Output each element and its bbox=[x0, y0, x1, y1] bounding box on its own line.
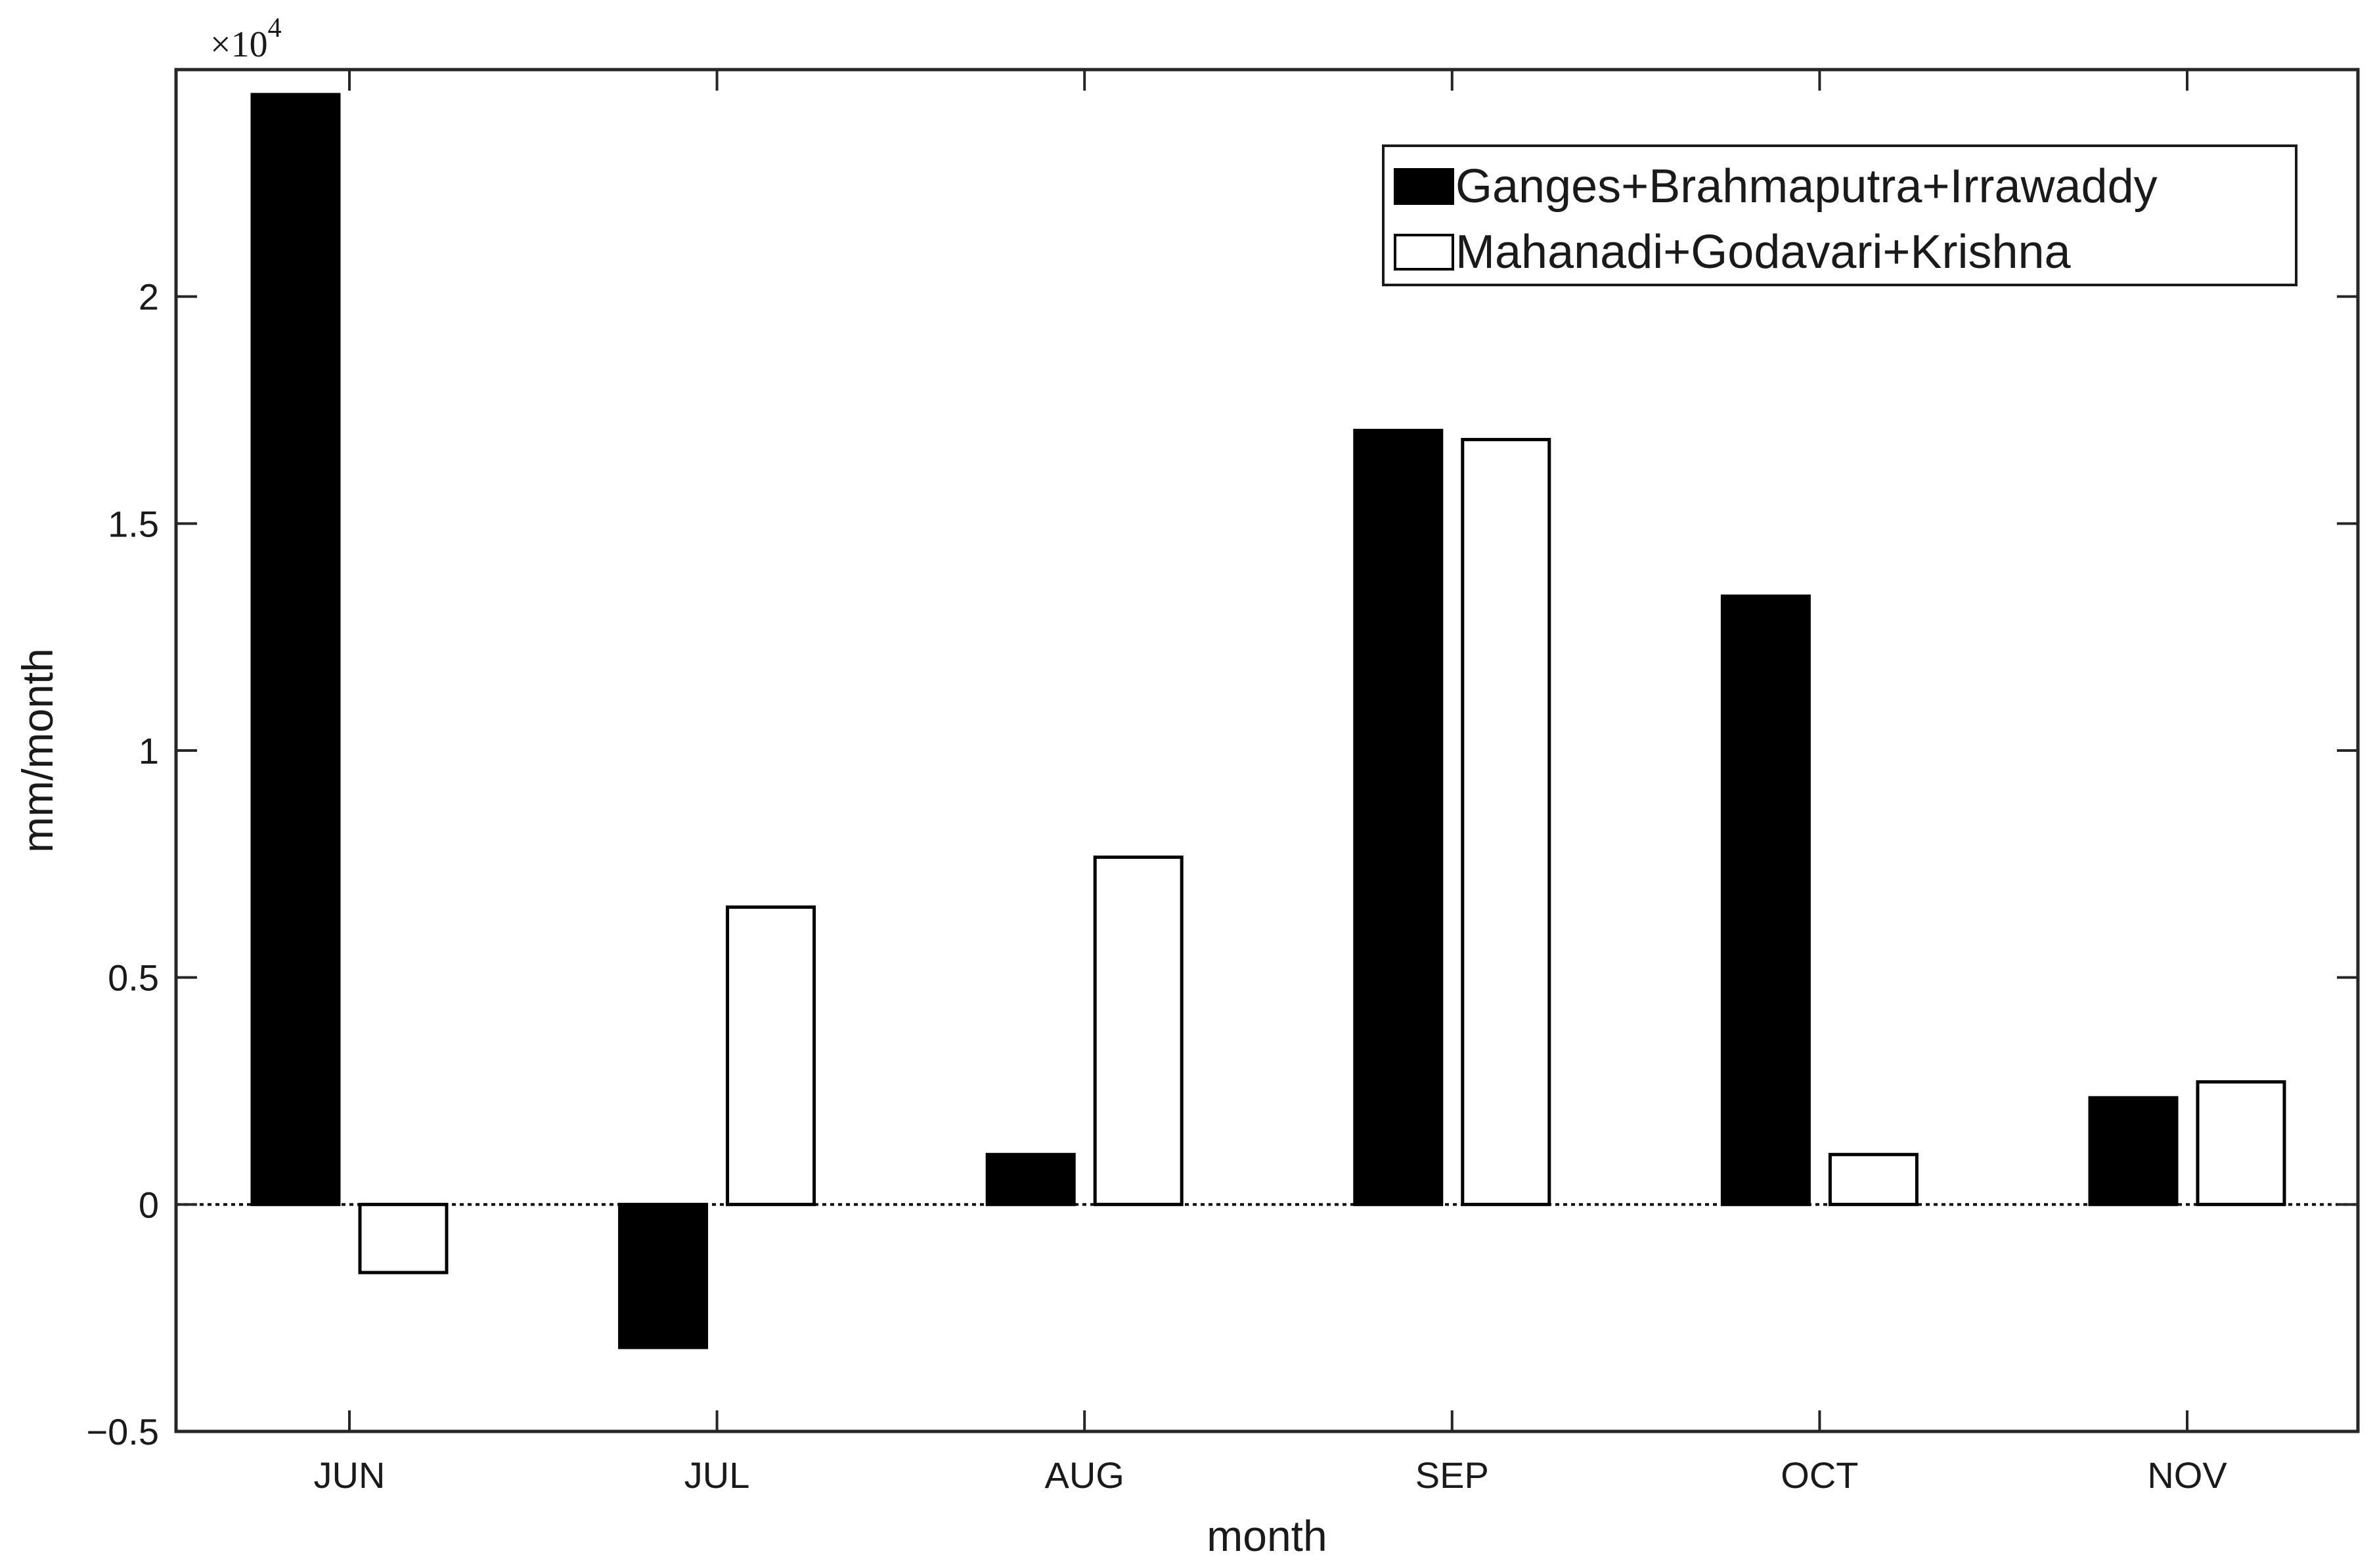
y-tick-label: 0.5 bbox=[108, 957, 159, 999]
legend-box bbox=[1382, 144, 2297, 286]
bar-oct-series-2 bbox=[1828, 1152, 1919, 1206]
bar-jun-series-1 bbox=[250, 93, 341, 1206]
legend: Ganges+Brahmaputra+Irrawaddy Mahanadi+Go… bbox=[1382, 144, 2297, 286]
y-tick-label: 2 bbox=[139, 276, 159, 318]
bar-sep-series-2 bbox=[1461, 437, 1551, 1206]
bar-jun-series-2 bbox=[358, 1202, 449, 1274]
x-tick-label-aug: AUG bbox=[1045, 1454, 1124, 1496]
legend-label-series-1: Ganges+Brahmaputra+Irrawaddy bbox=[1455, 160, 2158, 213]
bar-jul-series-2 bbox=[726, 905, 816, 1206]
bar-aug-series-2 bbox=[1093, 855, 1184, 1206]
tick-labels: −0.5 0 0.5 1 1.5 2 JUN JUL AUG SEP OCT NOV bbox=[86, 276, 2227, 1496]
bar-aug-series-1 bbox=[985, 1152, 1076, 1206]
y-tick-label: 1.5 bbox=[108, 503, 159, 544]
y-axis-title: mm/month bbox=[13, 648, 62, 853]
x-tick-label-jul: JUL bbox=[684, 1454, 750, 1496]
bar-sep-series-1 bbox=[1353, 429, 1444, 1206]
x-tick-label-sep: SEP bbox=[1415, 1454, 1489, 1496]
y-tick-label: 0 bbox=[139, 1184, 159, 1225]
legend-label-series-2: Mahanadi+Godavari+Krishna bbox=[1455, 226, 2072, 278]
bars-layer bbox=[250, 93, 2286, 1349]
x-tick-label-nov: NOV bbox=[2147, 1454, 2227, 1496]
x-axis-title: month bbox=[1207, 1512, 1327, 1560]
y-tick-label: −0.5 bbox=[86, 1411, 159, 1452]
y-exponent-base: ×10 bbox=[210, 24, 268, 65]
y-exponent-power: 4 bbox=[268, 13, 282, 43]
bar-nov-series-1 bbox=[2088, 1096, 2179, 1206]
axes bbox=[174, 68, 2360, 1433]
bar-oct-series-1 bbox=[1720, 594, 1811, 1206]
y-tick-label: 1 bbox=[139, 730, 159, 772]
legend-swatch-series-1 bbox=[1394, 168, 1454, 205]
bar-jul-series-1 bbox=[618, 1202, 709, 1349]
x-tick-label-oct: OCT bbox=[1781, 1454, 1858, 1496]
y-exponent-label: ×104 bbox=[210, 13, 282, 65]
x-tick-label-jun: JUN bbox=[314, 1454, 386, 1496]
bar-nov-series-2 bbox=[2196, 1080, 2286, 1206]
legend-swatch-series-2 bbox=[1394, 234, 1454, 271]
